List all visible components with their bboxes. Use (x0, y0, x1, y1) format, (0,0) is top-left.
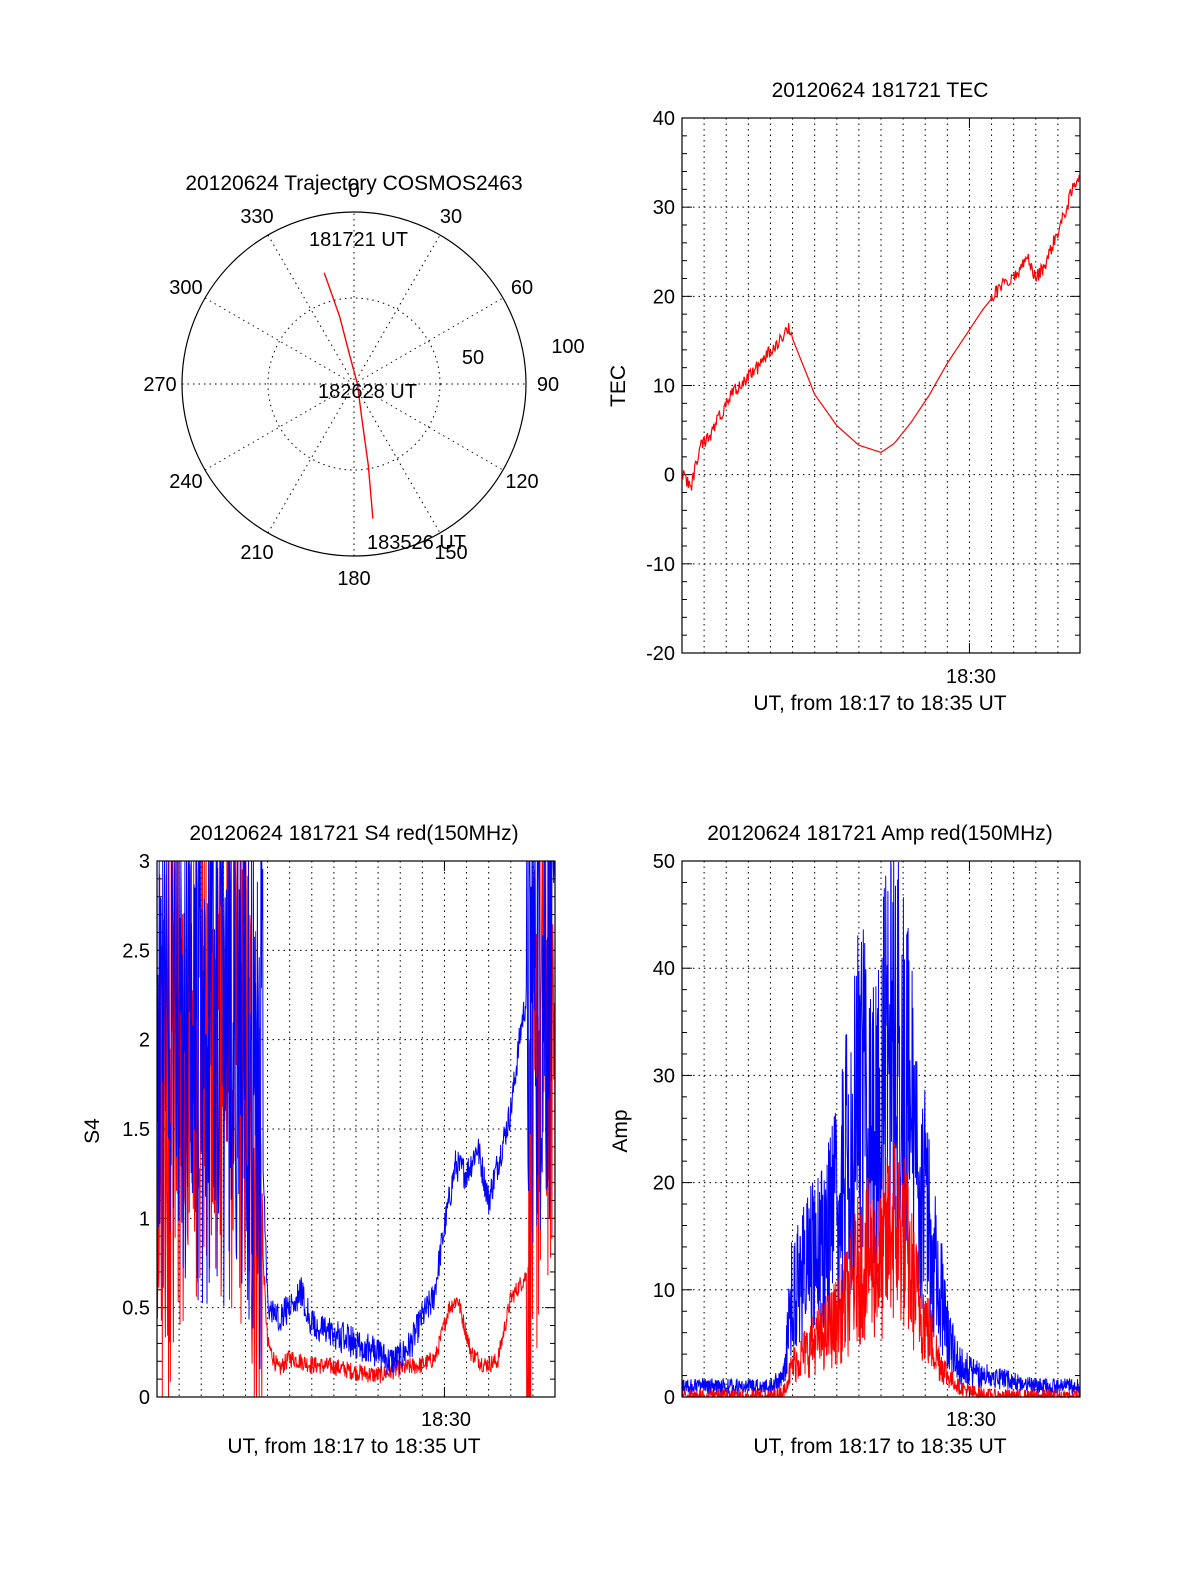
mid-time-label: 182628 UT (318, 381, 417, 403)
amp-grid (682, 860, 1080, 1398)
angle-label-300: 300 (169, 277, 202, 299)
y-tick-label: 30 (653, 1065, 675, 1087)
y-tick-label: 2 (139, 1030, 150, 1052)
trajectory-polar-panel: 20120624 Trajectory COSMOS2463 0 30 60 90 12… (143, 172, 584, 590)
tec-y-axis-label: TEC (607, 365, 630, 407)
y-tick-label: 20 (653, 1173, 675, 1195)
angle-spokes (182, 212, 526, 556)
angle-label-0: 0 (348, 180, 359, 202)
amp-title: 20120624 181721 Amp red(150MHz) (707, 822, 1053, 845)
y-tick-label: -10 (646, 554, 675, 576)
angle-label-330: 330 (240, 206, 273, 228)
angle-label-270: 270 (143, 374, 176, 396)
y-tick-label: 50 (653, 851, 675, 873)
angle-label-210: 210 (240, 542, 273, 564)
s4-panel: 20120624 181721 S4 red(150MHz) 3 2.5 2 1.5 1… (81, 822, 556, 1458)
angle-label-60: 60 (511, 277, 533, 299)
start-time-label: 181721 UT (309, 229, 408, 251)
y-tick-label: 3 (139, 851, 150, 873)
y-tick-label: 20 (653, 286, 675, 308)
end-time-label: 183526 UT (367, 532, 466, 554)
amp-y-tick-labels: 50 40 30 20 10 0 (653, 851, 675, 1409)
amp-y-axis-label: Amp (609, 1109, 632, 1152)
s4-plot-frame (156, 860, 556, 1398)
y-tick-label: 0.5 (122, 1298, 150, 1320)
trajectory-line (323, 272, 374, 519)
y-tick-label: 0 (664, 465, 675, 487)
y-tick-label: -20 (646, 643, 675, 665)
angle-label-120: 120 (505, 471, 538, 493)
series-red-line (681, 173, 1081, 491)
tec-x-tick-label: 18:30 (946, 666, 996, 688)
amp-series (681, 860, 1081, 1399)
angle-label-90: 90 (537, 374, 559, 396)
y-tick-label: 30 (653, 197, 675, 219)
y-tick-label: 1.5 (122, 1119, 150, 1141)
angle-label-180: 180 (337, 568, 370, 590)
spoke-150 (267, 234, 441, 534)
s4-x-axis-label: UT, from 18:17 to 18:35 UT (227, 1435, 480, 1458)
s4-x-tick-label: 18:30 (421, 1409, 471, 1431)
s4-y-tick-labels: 3 2.5 2 1.5 1 0.5 0 (122, 851, 150, 1409)
trajectory-title: 20120624 Trajectory COSMOS2463 (185, 172, 522, 195)
amp-plot-frame (681, 860, 1081, 1398)
tec-grid (682, 117, 1080, 654)
amp-x-axis-label: UT, from 18:17 to 18:35 UT (753, 1435, 1006, 1458)
y-tick-label: 10 (653, 376, 675, 398)
angle-labels: 0 30 60 90 120 150 180 210 240 270 300 330 (143, 180, 559, 590)
inner-circle (267, 297, 441, 471)
y-tick-label: 0 (664, 1387, 675, 1409)
y-tick-label: 0 (139, 1387, 150, 1409)
tec-y-tick-labels: 40 30 20 10 0 -10 -20 (646, 108, 675, 665)
tec-x-axis-label: UT, from 18:17 to 18:35 UT (753, 692, 1006, 715)
tec-plot-frame (681, 117, 1081, 654)
y-tick-label: 40 (653, 108, 675, 130)
series-blue-line (681, 860, 1081, 1396)
angle-label-150: 150 (434, 542, 467, 564)
y-tick-label: 1 (139, 1208, 150, 1230)
angle-label-240: 240 (169, 471, 202, 493)
y-tick-label: 10 (653, 1280, 675, 1302)
amp-x-tick-label: 18:30 (946, 1409, 996, 1431)
amp-panel: 20120624 181721 Amp red(150MHz) 50 40 30 20… (609, 822, 1081, 1458)
s4-title: 20120624 181721 S4 red(150MHz) (189, 822, 518, 845)
tec-panel: 20120624 181721 TEC 40 30 20 10 0 -10 -20 18:3… (607, 79, 1081, 715)
angle-label-30: 30 (440, 206, 462, 228)
tec-title: 20120624 181721 TEC (772, 79, 989, 102)
y-tick-label: 2.5 (122, 940, 150, 962)
s4-y-axis-label: S4 (81, 1118, 104, 1144)
radial-label-50: 50 (462, 347, 484, 369)
radial-label-100: 100 (551, 336, 584, 358)
y-tick-label: 40 (653, 958, 675, 980)
